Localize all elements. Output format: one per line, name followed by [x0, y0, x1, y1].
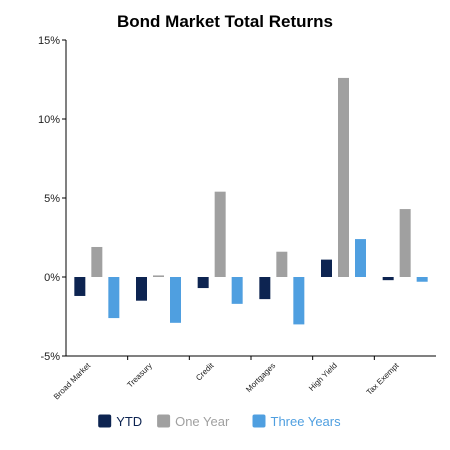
x-axis: Broad Market Treasury Credit Mortgages High …	[52, 355, 436, 402]
bar	[355, 239, 366, 277]
bar	[231, 277, 243, 304]
bar	[74, 277, 86, 296]
x-tick-label: Mortgages	[244, 361, 277, 394]
bar	[416, 277, 428, 282]
legend-swatch	[157, 414, 171, 428]
bar	[197, 277, 209, 289]
bars	[74, 77, 428, 325]
chart-title: Bond Market Total Returns	[117, 12, 333, 31]
bar	[399, 209, 411, 277]
y-tick-label: -5%	[40, 351, 60, 363]
y-tick-label: 15%	[38, 35, 60, 47]
bar	[136, 277, 147, 301]
x-tick-label: Credit	[194, 361, 216, 383]
bar	[214, 191, 226, 277]
bar	[91, 246, 103, 277]
x-tick-label: Broad Market	[52, 361, 93, 402]
bar	[321, 259, 332, 277]
bar	[259, 277, 271, 300]
legend-label: YTD	[116, 414, 142, 429]
legend-swatch	[98, 414, 112, 428]
legend-swatch	[252, 414, 266, 428]
y-tick-label: 0%	[44, 272, 60, 284]
bar	[170, 277, 181, 323]
bar	[382, 277, 394, 281]
legend-item: Three Years	[252, 414, 342, 429]
y-tick-label: 5%	[44, 193, 60, 205]
y-tick-label: 10%	[38, 114, 60, 126]
bar	[276, 251, 288, 277]
legend-item: One Year	[157, 414, 230, 429]
bar	[108, 277, 120, 319]
legend-label: One Year	[175, 414, 230, 429]
bar	[293, 277, 305, 325]
x-tick-label: High Yield	[307, 361, 339, 393]
legend-item: YTD	[98, 414, 142, 429]
legend-label: Three Years	[271, 414, 342, 429]
x-tick-label: Tax Exempt	[365, 361, 401, 397]
y-axis: -5% 0% 5% 10% 15%	[38, 35, 67, 363]
legend: YTD One Year Three Years	[98, 414, 341, 429]
x-tick-label: Treasury	[125, 361, 153, 389]
bar	[153, 275, 164, 277]
bar	[338, 77, 349, 277]
